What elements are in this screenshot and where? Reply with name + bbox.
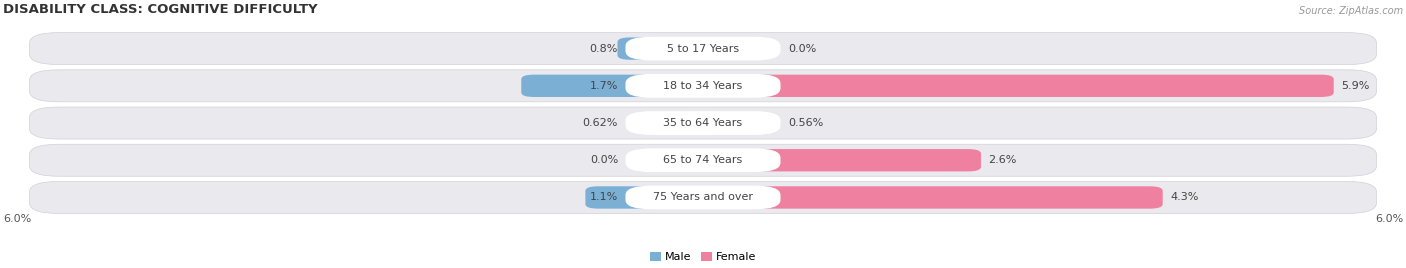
FancyBboxPatch shape [626,185,780,209]
FancyBboxPatch shape [30,33,1376,65]
Text: 0.0%: 0.0% [787,44,817,54]
FancyBboxPatch shape [522,75,703,97]
FancyBboxPatch shape [30,107,1376,139]
Text: 4.3%: 4.3% [1170,192,1198,202]
FancyBboxPatch shape [703,112,763,134]
FancyBboxPatch shape [703,149,981,172]
Text: 6.0%: 6.0% [1375,214,1403,224]
FancyBboxPatch shape [30,144,1376,176]
Text: 0.56%: 0.56% [787,118,824,128]
FancyBboxPatch shape [626,74,780,98]
Text: 5.9%: 5.9% [1341,81,1369,91]
Text: 65 to 74 Years: 65 to 74 Years [664,155,742,165]
Text: 18 to 34 Years: 18 to 34 Years [664,81,742,91]
Text: 0.8%: 0.8% [589,44,619,54]
Text: Source: ZipAtlas.com: Source: ZipAtlas.com [1299,6,1403,16]
Text: 1.7%: 1.7% [589,81,619,91]
FancyBboxPatch shape [626,111,780,135]
Text: DISABILITY CLASS: COGNITIVE DIFFICULTY: DISABILITY CLASS: COGNITIVE DIFFICULTY [3,3,318,16]
Text: 1.1%: 1.1% [589,192,619,202]
Legend: Male, Female: Male, Female [645,247,761,266]
FancyBboxPatch shape [30,181,1376,214]
Text: 6.0%: 6.0% [3,214,31,224]
FancyBboxPatch shape [703,186,1163,209]
Text: 2.6%: 2.6% [988,155,1017,165]
Text: 75 Years and over: 75 Years and over [652,192,754,202]
FancyBboxPatch shape [617,38,703,60]
FancyBboxPatch shape [703,75,1334,97]
Text: 35 to 64 Years: 35 to 64 Years [664,118,742,128]
Text: 0.0%: 0.0% [589,155,619,165]
FancyBboxPatch shape [626,37,780,61]
FancyBboxPatch shape [585,186,703,209]
FancyBboxPatch shape [30,70,1376,102]
FancyBboxPatch shape [626,148,780,172]
FancyBboxPatch shape [637,112,703,134]
Text: 5 to 17 Years: 5 to 17 Years [666,44,740,54]
Text: 0.62%: 0.62% [582,118,619,128]
